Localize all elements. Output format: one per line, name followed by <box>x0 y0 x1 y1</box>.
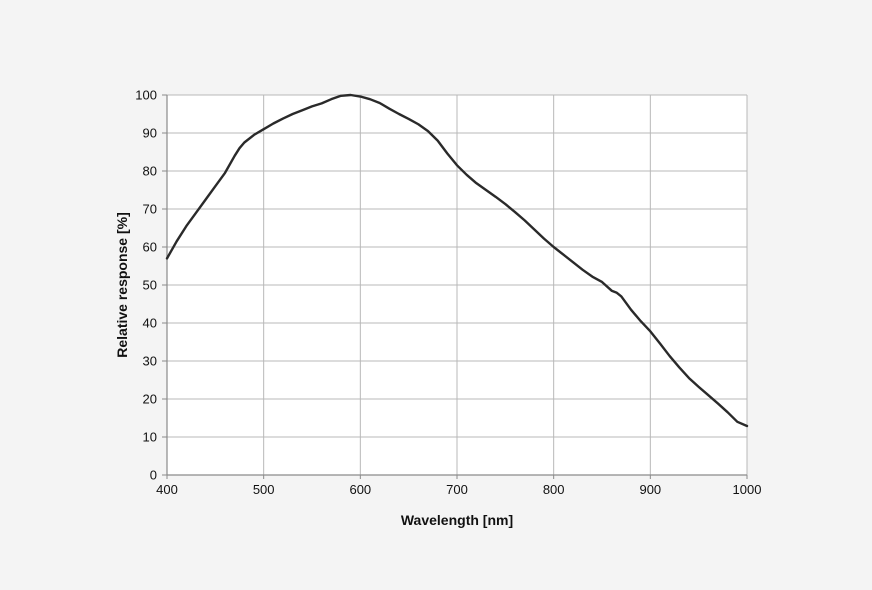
y-tick-label: 40 <box>143 316 157 331</box>
x-tick-label: 700 <box>446 482 468 497</box>
y-tick-label: 90 <box>143 126 157 141</box>
x-tick-label: 500 <box>253 482 275 497</box>
x-axis-label: Wavelength [nm] <box>401 512 513 528</box>
y-tick-label: 80 <box>143 164 157 179</box>
x-tick-label: 1000 <box>733 482 762 497</box>
y-tick-label: 60 <box>143 240 157 255</box>
y-tick-label: 50 <box>143 278 157 293</box>
y-tick-label: 0 <box>150 468 157 483</box>
x-tick-label: 400 <box>156 482 178 497</box>
series-line <box>165 93 749 428</box>
y-tick-labels: 0 10 20 30 40 50 60 70 80 90 100 <box>135 88 157 483</box>
y-tick-label: 10 <box>143 430 157 445</box>
x-tick-label: 600 <box>349 482 371 497</box>
y-tick-label: 100 <box>135 88 157 103</box>
y-tick-label: 30 <box>143 354 157 369</box>
x-tick-label: 900 <box>639 482 661 497</box>
x-tick-labels: 400 500 600 700 800 900 1000 <box>156 482 761 497</box>
y-tick-label: 70 <box>143 202 157 217</box>
series <box>165 93 749 428</box>
y-axis-label: Relative response [%] <box>114 212 130 358</box>
x-tick-label: 800 <box>543 482 565 497</box>
y-tick-label: 20 <box>143 392 157 407</box>
axes <box>162 94 748 479</box>
